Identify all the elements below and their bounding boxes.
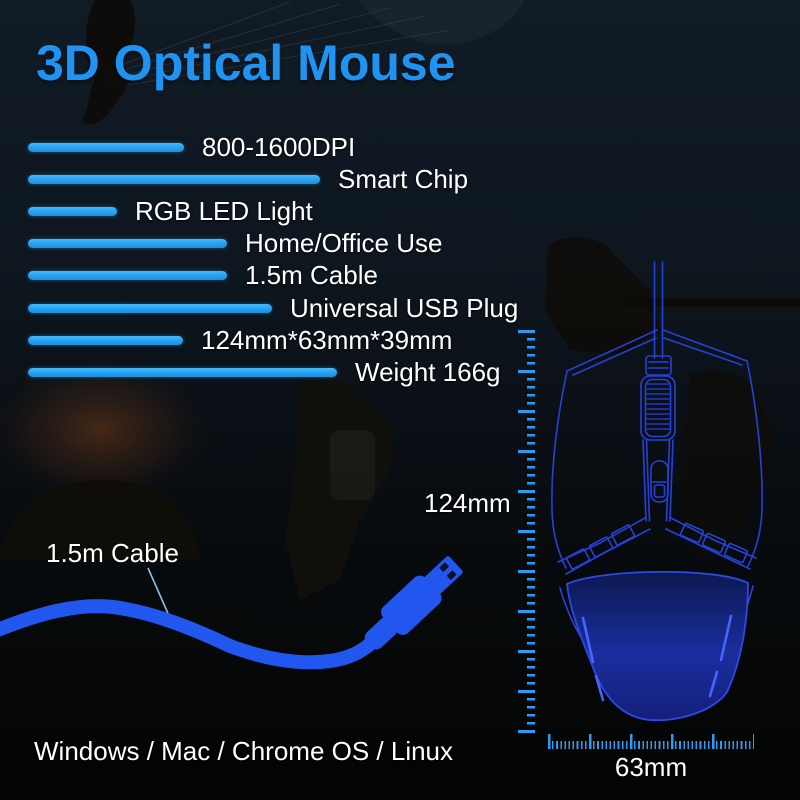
cable-anchor	[645, 355, 672, 376]
car-silhouette	[0, 479, 200, 560]
rifle-silhouette	[620, 298, 800, 307]
mouse-lower-body	[566, 570, 749, 722]
usb-plug-hole	[439, 562, 450, 573]
explosion-glow	[0, 350, 220, 510]
usb-plug-hole	[446, 570, 457, 581]
feature-row: 800-1600DPI	[28, 131, 528, 163]
grip-band	[557, 517, 757, 575]
width-dimension-label: 63mm	[614, 752, 688, 782]
feature-bar	[28, 271, 227, 281]
feature-row: Smart Chip	[28, 163, 528, 195]
feature-bar	[28, 174, 320, 184]
dpi-button	[650, 460, 669, 503]
feature-bar	[28, 206, 117, 216]
feature-label: 124mm*63mm*39mm	[201, 324, 453, 355]
feature-label: RGB LED Light	[135, 195, 313, 226]
feature-list: 800-1600DPI Smart Chip RGB LED Light Hom…	[28, 131, 528, 389]
feature-bar	[28, 335, 183, 345]
center-strip	[642, 439, 674, 522]
usb-cable-illustration	[0, 556, 463, 670]
parachutist-silhouette	[82, 0, 136, 125]
feature-label: Smart Chip	[338, 163, 469, 194]
soldier-silhouette-center	[285, 375, 395, 600]
feature-row: Weight 166g	[28, 356, 528, 388]
cable-wire	[0, 599, 383, 670]
mouse-cable-lines	[653, 261, 664, 359]
mouse-shell-outline	[551, 329, 763, 569]
soldier-silhouette-crouching	[680, 370, 775, 560]
compatibility-text: Windows / Mac / Chrome OS / Linux	[34, 736, 454, 766]
feature-row: 1.5m Cable	[28, 260, 528, 292]
feature-bar	[28, 303, 272, 313]
feature-label: Weight 166g	[355, 356, 501, 387]
feature-row: RGB LED Light	[28, 195, 528, 227]
cable-pointer-line	[147, 567, 171, 619]
feature-bar	[28, 142, 184, 152]
soldier-silhouette-aiming	[545, 237, 660, 355]
feature-row: Home/Office Use	[28, 228, 528, 260]
cable-length-label: 1.5m Cable	[46, 538, 179, 568]
feature-bar	[28, 239, 227, 249]
height-dimension-label: 124mm	[424, 488, 511, 518]
height-ruler-major-ticks	[518, 330, 535, 733]
usb-plug-icon	[364, 556, 463, 650]
mouse-wireframe-illustration	[551, 261, 763, 722]
feature-bar	[28, 367, 337, 377]
width-ruler-major-ticks	[548, 734, 754, 749]
scroll-wheel	[640, 375, 676, 441]
product-title: 3D Optical Mouse	[36, 35, 456, 91]
body-slits	[581, 614, 733, 702]
feature-label: Universal USB Plug	[290, 292, 519, 323]
soldier-shirt-highlight	[330, 430, 375, 500]
parachute-lines	[101, 1, 451, 89]
parachute-canopy-silhouette	[358, 0, 525, 45]
feature-row: Universal USB Plug	[28, 292, 528, 324]
feature-row: 124mm*63mm*39mm	[28, 324, 528, 356]
feature-label: 800-1600DPI	[202, 131, 356, 162]
feature-label: 1.5m Cable	[245, 260, 378, 291]
feature-label: Home/Office Use	[245, 228, 443, 259]
